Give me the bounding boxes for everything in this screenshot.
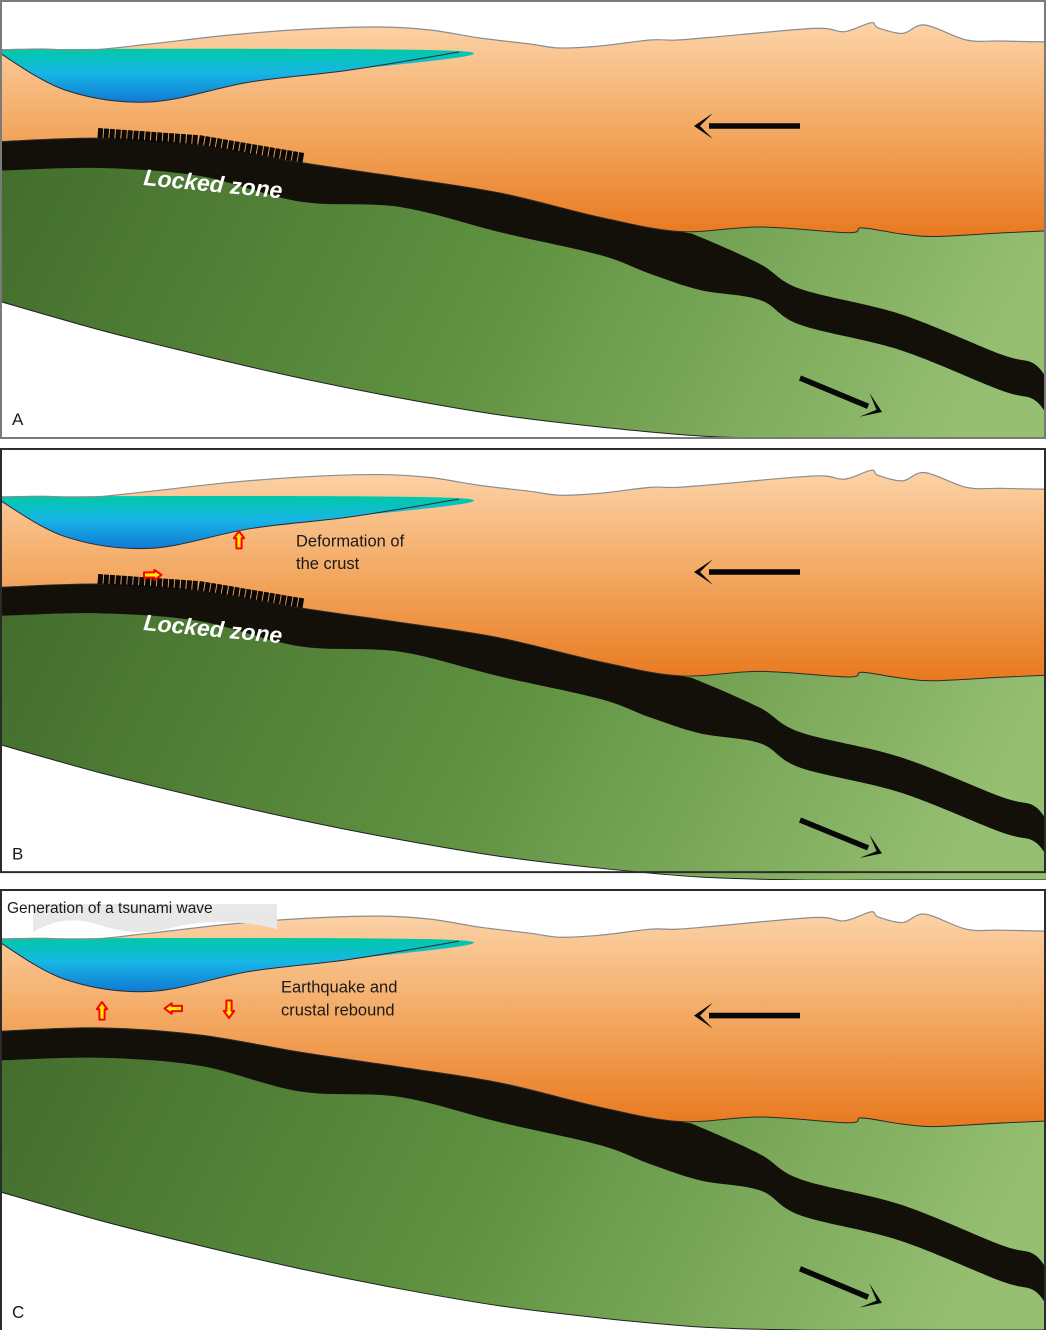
svg-text:Earthquake and: Earthquake and (281, 977, 397, 996)
svg-text:the crust: the crust (296, 555, 360, 573)
svg-text:Generation of a tsunami wave: Generation of a tsunami wave (7, 900, 213, 917)
svg-text:B: B (12, 844, 23, 863)
svg-text:Deformation of: Deformation of (296, 533, 405, 551)
svg-text:A: A (12, 410, 24, 429)
svg-text:crustal rebound: crustal rebound (281, 1001, 395, 1020)
svg-text:C: C (12, 1303, 24, 1322)
